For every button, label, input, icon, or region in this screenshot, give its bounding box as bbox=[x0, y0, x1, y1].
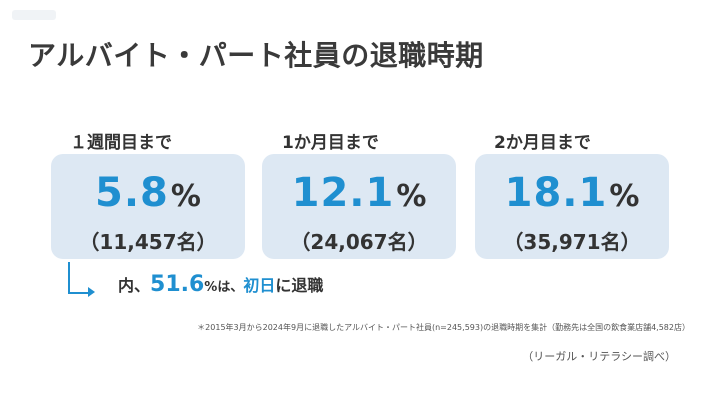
card-percent-1-week: 5.8% bbox=[51, 170, 245, 216]
source-credit: （リーガル・リテラシー調べ） bbox=[522, 350, 676, 363]
card-label-1-week: １週間目まで bbox=[70, 133, 172, 153]
percent-sign: % bbox=[170, 179, 201, 214]
card-1-week: 5.8% （11,457名） bbox=[51, 154, 245, 259]
card-count-2-months: （35,971名） bbox=[503, 230, 641, 254]
callout-highlight: 初日 bbox=[243, 276, 276, 295]
card-percent-2-months: 18.1% bbox=[475, 170, 669, 216]
percent-value: 12.1 bbox=[291, 170, 395, 216]
card-count-1-week: （11,457名） bbox=[79, 230, 217, 254]
callout-prefix: 内、 bbox=[118, 276, 151, 295]
first-day-callout: 内、51.6%は、初日に退職 bbox=[118, 272, 323, 297]
percent-sign: % bbox=[396, 179, 427, 214]
card-count-1-month: （24,067名） bbox=[290, 230, 428, 254]
percent-sign: % bbox=[609, 179, 640, 214]
percent-value: 5.8 bbox=[95, 170, 169, 216]
card-2-months: 18.1% （35,971名） bbox=[475, 154, 669, 259]
page-title: アルバイト・パート社員の退職時期 bbox=[28, 39, 484, 72]
card-label-2-months: 2か月目まで bbox=[494, 133, 591, 153]
callout-value: 51.6 bbox=[150, 272, 205, 297]
callout-value-unit: %は、 bbox=[204, 280, 244, 295]
connector-line bbox=[68, 262, 92, 294]
callout-suffix: に退職 bbox=[275, 276, 324, 295]
percent-value: 18.1 bbox=[504, 170, 608, 216]
card-label-1-month: 1か月目まで bbox=[282, 133, 379, 153]
logo-mark bbox=[12, 10, 56, 20]
footnote: ＊2015年3月から2024年9月に退職したアルバイト・パート社員(n=245,… bbox=[197, 323, 690, 332]
arrow-right-icon bbox=[88, 287, 95, 297]
card-1-month: 12.1% （24,067名） bbox=[262, 154, 456, 259]
card-percent-1-month: 12.1% bbox=[262, 170, 456, 216]
